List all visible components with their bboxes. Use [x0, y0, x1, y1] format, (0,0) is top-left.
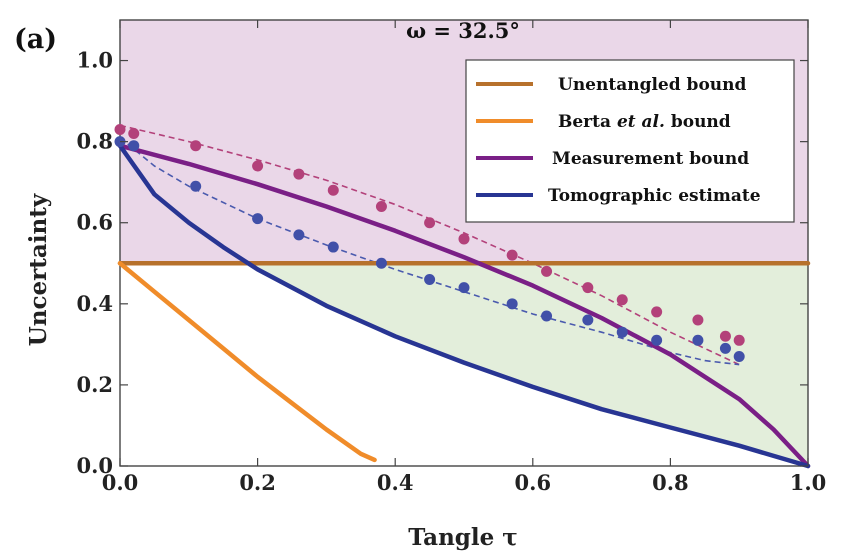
measured-point-2: [190, 140, 202, 152]
tomographic-estimate-line: [117, 143, 811, 469]
x-tick-label-4: 0.8: [652, 470, 689, 495]
tomographic-point-16: [733, 351, 745, 363]
measured-point-13: [651, 306, 663, 318]
chart-title: ω = 32.5°: [406, 18, 520, 43]
measured-point-11: [582, 282, 594, 294]
y-tick-label-4: 0.8: [76, 129, 113, 154]
legend-label-berta: Berta et al. bound: [558, 112, 731, 132]
measured-point-7: [424, 217, 436, 229]
legend-label-tomographic: Tomographic estimate: [548, 186, 761, 206]
y-tick-label-3: 0.6: [76, 210, 113, 235]
y-axis-title: Uncertainty: [25, 193, 52, 346]
measured-point-3: [252, 160, 264, 172]
tomographic-point-4: [293, 229, 305, 241]
plot-frame: [119, 19, 809, 467]
tomographic-point-14: [692, 334, 704, 346]
measured-point-1: [128, 128, 140, 140]
legend-label-berta-italic: et al.: [617, 112, 665, 132]
tomographic-point-13: [651, 334, 663, 346]
measured-point-8: [458, 233, 470, 245]
tomographic-point-12: [616, 326, 628, 338]
measured-point-6: [375, 201, 387, 213]
tomographic-point-11: [582, 314, 594, 326]
tomographic-point-1: [128, 140, 140, 152]
fit-measured-dashed: [119, 124, 740, 366]
x-tick-label-2: 0.4: [377, 470, 414, 495]
measured-point-5: [327, 184, 339, 196]
legend-item-berta: Berta et al. bound: [476, 112, 731, 132]
legend: Unentangled bound Berta et al. bound Mea…: [465, 59, 795, 223]
legend-item-measurement: Measurement bound: [476, 149, 749, 169]
tomographic-point-2: [190, 180, 202, 192]
bound-curves: [117, 143, 811, 469]
x-tick-label-0: 0.0: [102, 470, 139, 495]
y-tick-label-1: 0.2: [76, 372, 113, 397]
legend-item-unentangled: Unentangled bound: [476, 75, 746, 95]
measured-point-12: [616, 294, 628, 306]
y-tick-label-0: 0.0: [76, 453, 113, 478]
measurement-bound-line: [117, 143, 811, 469]
legend-item-tomographic: Tomographic estimate: [476, 186, 761, 206]
x-tick-label-5: 1.0: [790, 470, 827, 495]
y-tick-label-5: 1.0: [76, 48, 113, 73]
tomographic-point-9: [506, 298, 518, 310]
berta-bound-line: [117, 261, 377, 463]
measured-point-14: [692, 314, 704, 326]
legend-label-measurement: Measurement bound: [552, 149, 749, 169]
x-axis-title: Tangle τ: [408, 524, 517, 551]
legend-label-berta-pre: Berta: [558, 112, 617, 132]
measured-point-0: [114, 123, 126, 135]
measured-point-10: [541, 265, 553, 277]
measured-point-15: [719, 330, 731, 342]
plot-border: [119, 19, 809, 467]
tomographic-point-7: [424, 273, 436, 285]
tomographic-point-8: [458, 282, 470, 294]
axis-ticks: 0.0 0.2 0.4 0.6 0.8 1.0 0.0 0.2 0.4 0.6 0.8 1.0: [76, 20, 826, 495]
tomographic-point-6: [375, 257, 387, 269]
x-tick-label-1: 0.2: [239, 470, 276, 495]
legend-label-berta-post: bound: [665, 112, 731, 132]
y-tick-label-2: 0.4: [76, 291, 113, 316]
tomographic-point-3: [252, 213, 264, 225]
legend-label-unentangled: Unentangled bound: [558, 75, 746, 95]
measured-point-4: [293, 168, 305, 180]
tomographic-point-10: [541, 310, 553, 322]
x-tick-label-3: 0.6: [515, 470, 552, 495]
tomographic-point-5: [327, 241, 339, 253]
tomographic-point-15: [719, 342, 731, 354]
measured-point-9: [506, 249, 518, 261]
measured-point-16: [733, 334, 745, 346]
panel-label: (a): [14, 24, 57, 55]
